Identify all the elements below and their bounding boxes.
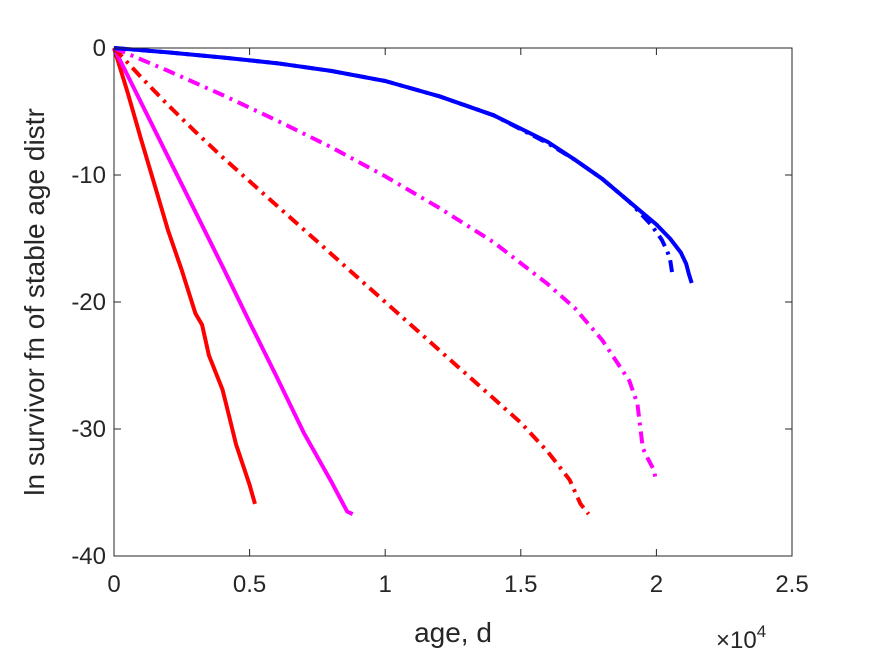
y-tick-label: 0 bbox=[93, 35, 106, 62]
x-tick-label: 1.5 bbox=[504, 571, 537, 598]
x-multiplier-exponent: 4 bbox=[757, 622, 766, 641]
x-axis-label: age, d bbox=[414, 617, 492, 648]
y-axis-label: ln survivor fn of stable age distr bbox=[19, 108, 50, 496]
series-line-3 bbox=[112, 46, 591, 516]
x-tick-label: 2.5 bbox=[775, 571, 808, 598]
series-line-6 bbox=[113, 46, 694, 284]
axes-box bbox=[113, 47, 793, 557]
y-tick-label: -10 bbox=[71, 162, 106, 189]
x-tick-label: 0 bbox=[107, 571, 120, 598]
x-tick-label: 1 bbox=[379, 571, 392, 598]
series-layer bbox=[112, 46, 694, 516]
ticks-layer: 0 0.5 1 1.5 2 2.5 0 -10 -20 -30 -40 bbox=[71, 35, 808, 598]
x-tick-label: 2 bbox=[650, 571, 663, 598]
x-multiplier-base: ×10 bbox=[716, 627, 757, 654]
x-tick-label: 0.5 bbox=[233, 571, 266, 598]
y-tick-label: -30 bbox=[71, 416, 106, 443]
series-line-4 bbox=[113, 46, 659, 483]
series-line-1 bbox=[112, 47, 257, 505]
y-tick-label: -40 bbox=[71, 543, 106, 570]
y-tick-label: -20 bbox=[71, 289, 106, 316]
series-line-2 bbox=[112, 47, 354, 516]
x-axis-multiplier: ×104 bbox=[716, 622, 766, 654]
